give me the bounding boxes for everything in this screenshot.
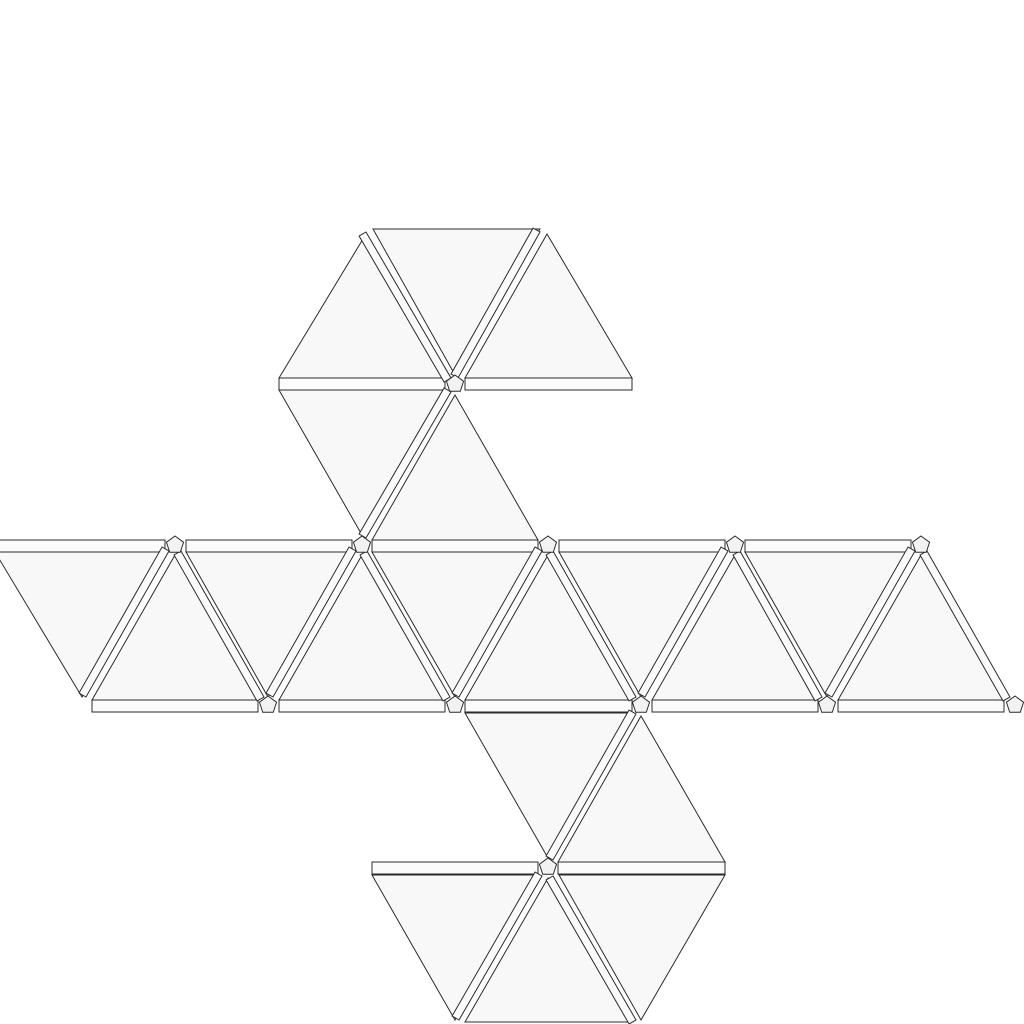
edge-strip-9 [278, 699, 446, 713]
vertex-cap-7 [258, 695, 278, 713]
edge-strip-4 [185, 539, 353, 553]
edge-strip-8 [91, 699, 259, 713]
vertex-cap-6 [911, 535, 931, 553]
edge-strip-diag-2 [450, 227, 541, 379]
vertex-cap-11 [1005, 695, 1024, 713]
edge-strip-5 [371, 539, 539, 553]
edge-strip-12 [837, 699, 1005, 713]
vertex-cap-4 [538, 535, 558, 553]
vertex-cap-2 [165, 535, 185, 553]
edge-strip-diag-4 [78, 546, 170, 698]
edge-strip-11 [651, 699, 819, 713]
edge-strip-diag-9 [545, 550, 637, 702]
edge-strip-diag-11 [732, 550, 823, 702]
net-face-20 [558, 874, 726, 1022]
vertex-cap-1 [445, 374, 465, 392]
edge-strip-14 [557, 861, 726, 875]
edge-strip-diag-8 [451, 546, 543, 698]
edge-strip-6 [558, 539, 726, 553]
edge-strip-diag-13 [919, 550, 1011, 702]
vertex-cap-10 [817, 695, 837, 713]
edge-strip-diag-15 [451, 871, 543, 1021]
edge-strip-diag-1 [358, 231, 452, 383]
edge-strip-13 [371, 861, 539, 875]
net-faces [0, 228, 1005, 1023]
net-edge-strips [0, 227, 1011, 1024]
vertex-cap-3 [352, 535, 372, 553]
edge-strip-diag-5 [173, 550, 265, 702]
edge-strip-7 [744, 539, 912, 553]
vertex-cap-5 [725, 535, 745, 553]
edge-strip-diag-7 [359, 550, 451, 702]
net-vertex-caps [165, 374, 1024, 875]
vertex-cap-8 [445, 695, 465, 713]
edge-strip-diag-12 [824, 546, 916, 698]
edge-strip-diag-10 [637, 546, 729, 698]
edge-strip-diag-6 [265, 546, 357, 698]
edge-strip-2 [464, 377, 633, 391]
edge-strip-diag-3 [358, 387, 452, 539]
edge-strip-1 [278, 377, 446, 391]
vertex-cap-12 [538, 857, 558, 875]
vertex-cap-9 [631, 695, 651, 713]
edge-strip-10 [464, 699, 633, 713]
edge-strip-diag-14 [545, 709, 637, 861]
edge-strip-3 [0, 539, 166, 553]
